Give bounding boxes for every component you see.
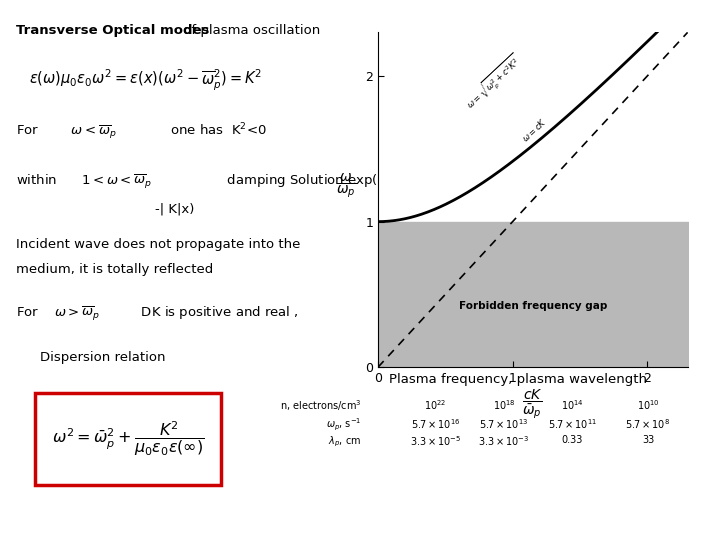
Text: Transverse Optical modes: Transverse Optical modes <box>16 24 210 37</box>
Text: $10^{10}$: $10^{10}$ <box>636 399 660 413</box>
Text: For        $\omega < \overline{\omega}_p$             one has  K$^2$<0: For $\omega < \overline{\omega}_p$ one h… <box>16 122 266 142</box>
Y-axis label: $\dfrac{\omega}{\omega_p}$: $\dfrac{\omega}{\omega_p}$ <box>336 171 356 200</box>
Text: of plasma oscillation: of plasma oscillation <box>179 24 320 37</box>
Text: $3.3 \times 10^{-5}$: $3.3 \times 10^{-5}$ <box>410 435 462 449</box>
Text: n, electrons/cm$^3$: n, electrons/cm$^3$ <box>280 399 361 413</box>
Text: $5.7 \times 10^{16}$: $5.7 \times 10^{16}$ <box>411 417 460 431</box>
X-axis label: $\dfrac{cK}{\bar{\omega}_p}$: $\dfrac{cK}{\bar{\omega}_p}$ <box>523 388 543 421</box>
Text: -| K|x): -| K|x) <box>155 202 194 215</box>
Text: $5.7 \times 10^{13}$: $5.7 \times 10^{13}$ <box>480 417 528 431</box>
Text: $3.3 \times 10^{-3}$: $3.3 \times 10^{-3}$ <box>478 435 530 449</box>
Text: Incident wave does not propagate into the: Incident wave does not propagate into th… <box>16 238 300 251</box>
FancyBboxPatch shape <box>35 393 221 485</box>
Text: $\omega^2 = \bar{\omega}_p^2 + \dfrac{K^2}{\mu_0\varepsilon_0\varepsilon(\infty): $\omega^2 = \bar{\omega}_p^2 + \dfrac{K^… <box>52 420 204 458</box>
Text: within      $1 < \omega < \overline{\omega}_p$                  damping Solution: within $1 < \omega < \overline{\omega}_p… <box>16 173 378 191</box>
Text: For    $\omega > \overline{\omega}_p$          DK is positive and real ,: For $\omega > \overline{\omega}_p$ DK is… <box>16 305 299 323</box>
Text: Plasma frequency, plasma wavelength: Plasma frequency, plasma wavelength <box>390 373 647 386</box>
Text: $\varepsilon(\omega)\mu_0\varepsilon_0\omega^2 = \varepsilon(x)(\omega^2 - \over: $\varepsilon(\omega)\mu_0\varepsilon_0\o… <box>29 68 262 92</box>
Text: medium, it is totally reflected: medium, it is totally reflected <box>16 263 213 276</box>
Text: $10^{14}$: $10^{14}$ <box>561 399 584 413</box>
Text: $\omega=\sqrt{\omega_p^2+c^2K^2}$: $\omega=\sqrt{\omega_p^2+c^2K^2}$ <box>462 51 527 114</box>
Text: 33: 33 <box>642 435 654 445</box>
Text: Forbidden frequency gap: Forbidden frequency gap <box>459 301 607 311</box>
Text: $\omega=cK$: $\omega=cK$ <box>519 115 549 144</box>
Text: $\omega_p$, s$^{-1}$: $\omega_p$, s$^{-1}$ <box>326 417 361 433</box>
Text: Dispersion relation: Dispersion relation <box>40 351 165 364</box>
Text: 0.33: 0.33 <box>562 435 583 445</box>
Text: $\lambda_p$, cm: $\lambda_p$, cm <box>328 435 361 449</box>
Text: $10^{18}$: $10^{18}$ <box>492 399 516 413</box>
Text: $10^{22}$: $10^{22}$ <box>424 399 447 413</box>
Text: $5.7 \times 10^{11}$: $5.7 \times 10^{11}$ <box>548 417 597 431</box>
Text: $5.7 \times 10^{8}$: $5.7 \times 10^{8}$ <box>626 417 670 431</box>
